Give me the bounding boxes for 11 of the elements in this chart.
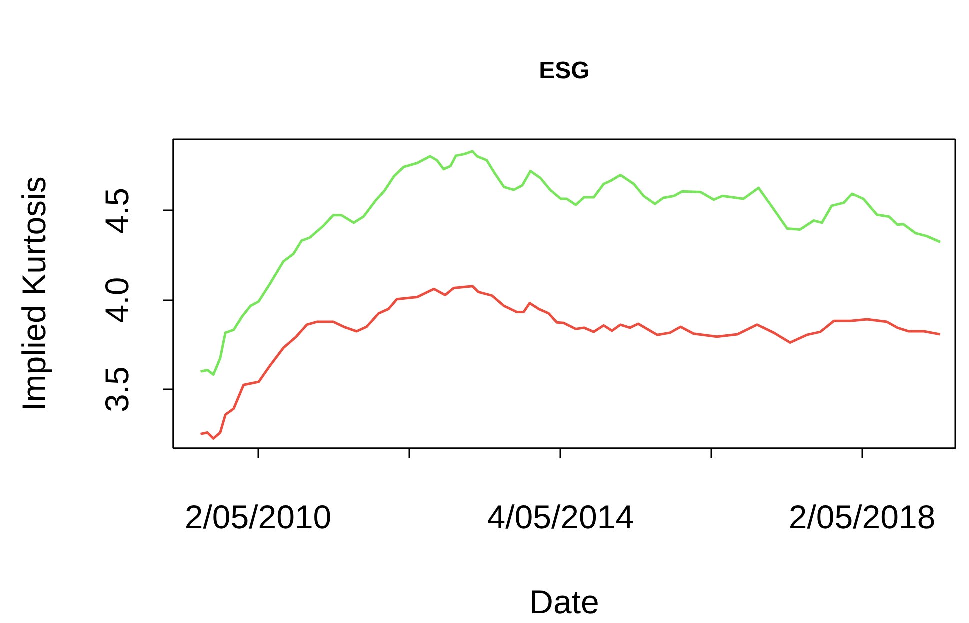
x-tick-label: 4/05/2014 [487, 498, 634, 536]
x-axis-title: Date [530, 584, 600, 620]
y-tick-label: 4.5 [98, 188, 136, 234]
chart-title: ESG [539, 58, 590, 84]
x-tick-label: 2/05/2018 [788, 498, 936, 536]
y-axis-title: Implied Kurtosis [16, 176, 52, 412]
line-series [200, 150, 942, 376]
x-tick-label: 2/05/2010 [184, 498, 332, 536]
line-series [200, 285, 942, 440]
y-tick-label: 4.0 [98, 277, 136, 324]
y-tick-label: 3.5 [98, 366, 136, 412]
